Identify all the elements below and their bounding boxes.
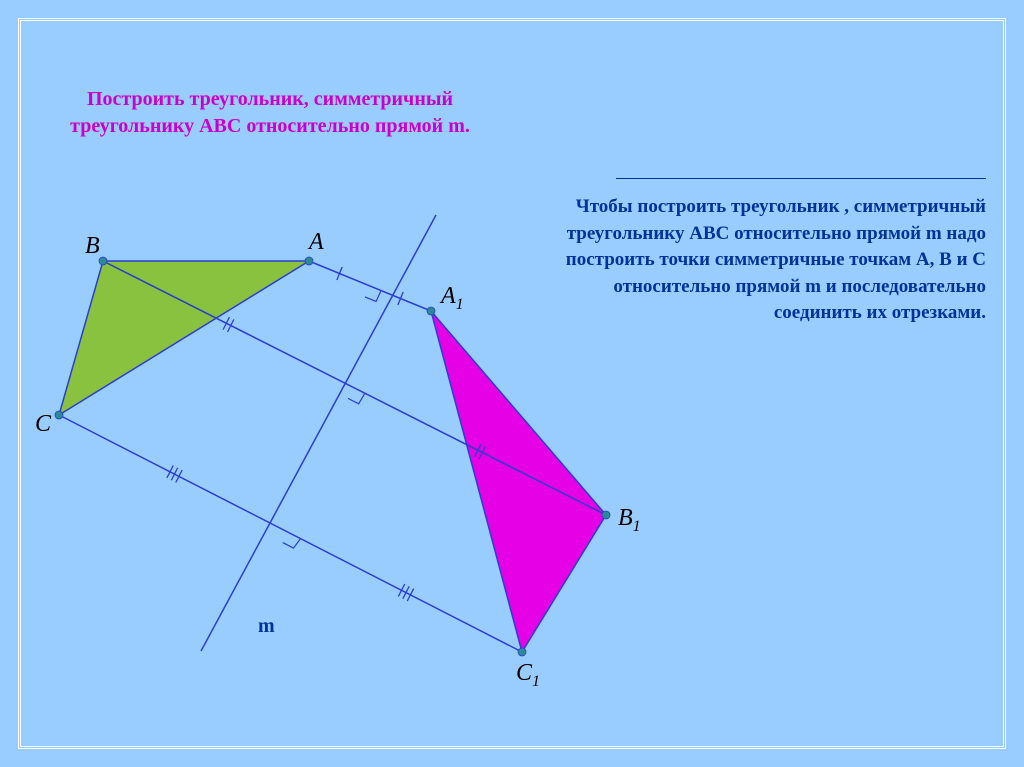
slide-title: Построить треугольник, симметричный треу… [30,86,510,140]
diagram-svg: A B C A1 B1 C1 [36,215,676,695]
geometry-diagram: A B C A1 B1 C1 [36,215,676,695]
svg-text:A: A [307,229,324,255]
svg-text:A1: A1 [439,283,464,313]
svg-text:B: B [85,233,100,259]
line-m-label: m [258,615,275,638]
svg-text:C: C [35,411,52,437]
svg-text:B1: B1 [618,505,641,535]
description-underline [616,178,986,179]
svg-text:C1: C1 [516,660,540,690]
